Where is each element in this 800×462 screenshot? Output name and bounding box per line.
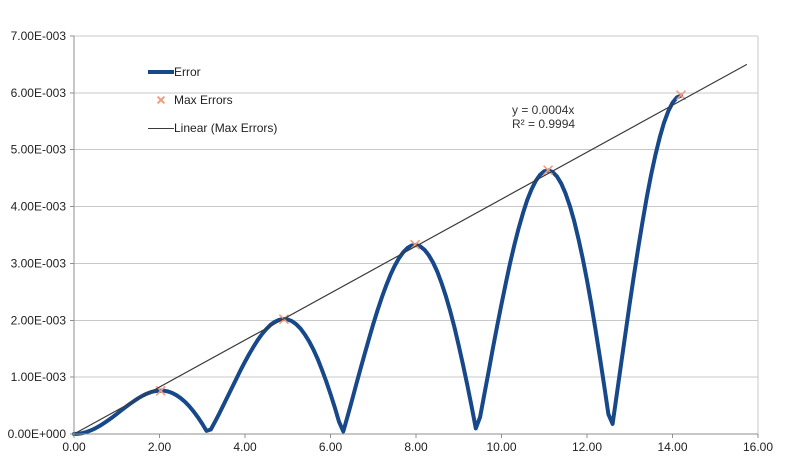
trendline-swatch-cell: [148, 127, 174, 129]
y-axis-label: 2.00E-003: [11, 313, 67, 327]
trendline: [73, 63, 748, 435]
equation-label: y = 0.0004x: [512, 103, 575, 117]
x-axis-label: 16.00: [743, 440, 773, 454]
trendline-swatch: [148, 127, 174, 129]
legend-item-error: Error: [148, 58, 277, 86]
max-errors-marker: [410, 239, 420, 250]
max-errors-marker: [676, 90, 686, 100]
x-axis-label: 2.00: [148, 440, 172, 454]
y-axis-label: 3.00E-003: [11, 256, 67, 270]
x-axis-label: 6.00: [319, 440, 343, 454]
x-axis-label: 8.00: [404, 440, 428, 454]
x-axis-label: 4.00: [233, 440, 257, 454]
legend-item-linear: Linear (Max Errors): [148, 114, 277, 142]
y-axis-label: 7.00E-003: [11, 29, 67, 43]
legend: Error Max Errors Linear (Max Errors): [148, 58, 277, 142]
legend-label-linear: Linear (Max Errors): [174, 121, 278, 135]
trendline-equation: y = 0.0004x R² = 0.9994: [512, 103, 575, 131]
error-line-swatch: [148, 70, 174, 74]
y-axis-label: 4.00E-003: [11, 200, 67, 214]
max-errors-swatch-cell: [148, 95, 174, 105]
y-axis-label: 0.00E+000: [8, 427, 67, 441]
legend-label-error: Error: [174, 65, 201, 79]
y-axis-label: 1.00E-003: [11, 370, 67, 384]
y-axis-label: 6.00E-003: [11, 86, 67, 100]
error-series-line: [72, 93, 683, 436]
x-axis-label: 0.00: [62, 440, 86, 454]
legend-label-max-errors: Max Errors: [174, 93, 233, 107]
x-marker-icon: [156, 95, 166, 105]
legend-item-max-errors: Max Errors: [148, 86, 277, 114]
error-swatch-cell: [148, 70, 174, 74]
x-axis-label: 14.00: [657, 440, 687, 454]
r-squared-label: R² = 0.9994: [512, 117, 576, 131]
x-axis-label: 10.00: [486, 440, 516, 454]
y-axis-label: 5.00E-003: [11, 143, 67, 157]
x-axis-label: 12.00: [572, 440, 602, 454]
max-errors-marker: [155, 385, 166, 396]
max-errors-marker: [543, 165, 553, 175]
